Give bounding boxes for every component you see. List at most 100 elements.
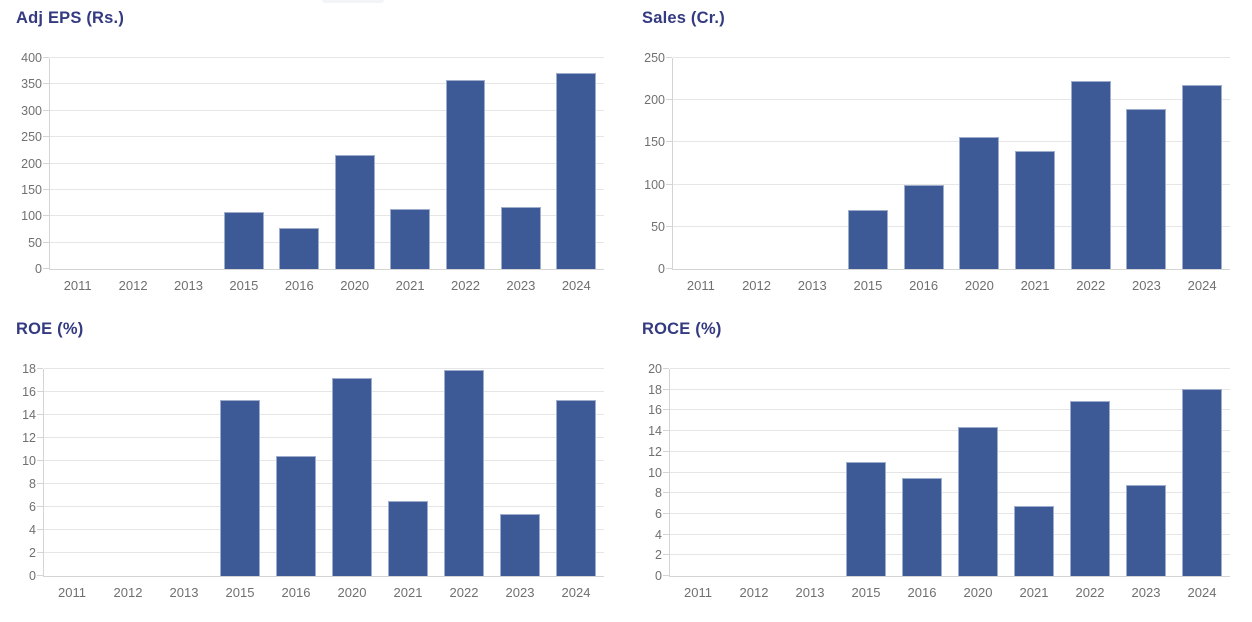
y-axis-tick (666, 99, 672, 101)
y-axis-label: 250 (21, 130, 42, 145)
y-gridline (50, 109, 604, 111)
chart-panel-sales: Sales (Cr.) 0 50 100 150 200 250 2011 2012 2013 2… (626, 0, 1252, 311)
x-axis-label-2022: 2022 (449, 585, 479, 600)
x-axis-label-2015: 2015 (853, 278, 883, 293)
y-axis-label: 18 (22, 362, 36, 376)
y-axis-tick (37, 575, 43, 576)
y-axis-label: 300 (21, 103, 42, 118)
bar-2016[interactable] (903, 185, 944, 269)
bar-2024[interactable] (556, 73, 597, 269)
bar-2015[interactable] (219, 400, 261, 576)
y-axis-label: 12 (648, 444, 662, 459)
y-axis-tick (43, 268, 49, 269)
bar-2015[interactable] (845, 462, 887, 576)
cutoff-element-remnant (322, 0, 384, 3)
y-axis-label: 50 (651, 219, 665, 234)
x-axis-label-2016: 2016 (909, 278, 939, 293)
y-axis-label: 0 (35, 262, 42, 276)
bar-2021[interactable] (390, 208, 431, 269)
x-axis-label-2012: 2012 (118, 278, 148, 293)
x-axis-label-2023: 2023 (1131, 278, 1161, 293)
y-axis-tick (37, 506, 43, 508)
y-gridline (50, 136, 604, 138)
bar-2015[interactable] (223, 212, 264, 269)
y-axis-tick (37, 529, 43, 530)
bar-2023[interactable] (1126, 108, 1167, 269)
y-axis-tick (663, 450, 669, 452)
y-gridline (670, 368, 1230, 369)
y-axis-label: 6 (655, 506, 662, 521)
chart-title-roe: ROE (%) (16, 320, 84, 338)
y-axis-tick (37, 414, 43, 415)
x-axis-label-2020: 2020 (963, 585, 993, 600)
y-gridline (670, 492, 1230, 494)
bar-2023[interactable] (500, 206, 541, 269)
x-axis-labels: 2011 2012 2013 2015 2016 2020 2021 2022 2023 2024 (44, 585, 604, 605)
y-gridline (44, 368, 604, 369)
bar-2020[interactable] (331, 378, 373, 576)
x-axis-label-2020: 2020 (964, 278, 994, 293)
y-gridline (673, 183, 1230, 185)
y-gridline (670, 512, 1230, 514)
x-axis-labels: 2011 2012 2013 2015 2016 2020 2021 2022 2023 2024 (670, 585, 1230, 605)
y-axis-label: 2 (655, 548, 662, 563)
y-axis-label: 200 (21, 156, 42, 171)
bar-2015[interactable] (847, 209, 888, 269)
y-axis-tick (663, 409, 669, 411)
y-gridline (670, 450, 1230, 452)
x-axis-label-2022: 2022 (1075, 585, 1105, 600)
bar-2023[interactable] (499, 513, 541, 576)
y-axis-label: 0 (29, 569, 36, 583)
y-gridline (50, 162, 604, 164)
x-axis-label-2016: 2016 (907, 585, 937, 600)
bar-2022[interactable] (1070, 80, 1111, 269)
bar-2024[interactable] (1181, 388, 1223, 576)
bar-2021[interactable] (387, 501, 429, 576)
bar-2020[interactable] (959, 136, 1000, 269)
x-axis-label-2023: 2023 (1131, 585, 1161, 600)
bar-2021[interactable] (1014, 150, 1056, 269)
bar-2022[interactable] (1069, 401, 1111, 576)
bar-2020[interactable] (334, 155, 375, 269)
y-axis-label: 200 (644, 93, 665, 108)
x-axis-label-2021: 2021 (1020, 278, 1050, 293)
bar-2024[interactable] (1182, 85, 1223, 269)
y-axis-label: 8 (29, 477, 36, 492)
y-axis-label: 0 (655, 569, 662, 583)
y-gridline (673, 99, 1230, 101)
bar-2016[interactable] (279, 227, 320, 269)
bar-2023[interactable] (1125, 484, 1167, 576)
bar-2024[interactable] (555, 400, 597, 576)
y-gridline (50, 241, 604, 243)
y-axis-tick (37, 368, 43, 369)
bar-2022[interactable] (443, 370, 485, 576)
bar-2016[interactable] (901, 477, 943, 576)
x-axis-label-2015: 2015 (225, 585, 255, 600)
x-axis-label-2024: 2024 (1187, 278, 1217, 293)
y-axis-label: 16 (22, 385, 36, 400)
x-axis-labels: 2011 2012 2013 2015 2016 2020 2021 2022 2023 2024 (50, 278, 604, 298)
x-axis-label-2016: 2016 (281, 585, 311, 600)
x-axis-labels: 2011 2012 2013 2015 2016 2020 2021 2022 2023 2024 (673, 278, 1230, 298)
x-axis-label-2023: 2023 (505, 585, 535, 600)
bar-2020[interactable] (957, 426, 999, 576)
y-gridline (670, 554, 1230, 556)
x-axis-label-2016: 2016 (284, 278, 314, 293)
y-axis-tick (43, 83, 49, 85)
bar-2022[interactable] (445, 80, 486, 269)
y-axis-tick (663, 554, 669, 556)
x-axis-label-2012: 2012 (739, 585, 769, 600)
y-gridline (44, 552, 604, 553)
x-axis-label-2022: 2022 (1076, 278, 1106, 293)
y-axis-tick (666, 225, 672, 227)
y-axis-label: 2 (29, 546, 36, 561)
y-axis-tick (666, 57, 672, 58)
y-axis-tick (663, 430, 669, 432)
y-axis-label: 12 (22, 431, 36, 446)
y-axis-tick (666, 268, 672, 269)
x-axis-label-2012: 2012 (742, 278, 771, 293)
bar-2021[interactable] (1013, 505, 1055, 576)
bar-2016[interactable] (275, 456, 317, 576)
x-axis-label-2013: 2013 (174, 278, 203, 293)
